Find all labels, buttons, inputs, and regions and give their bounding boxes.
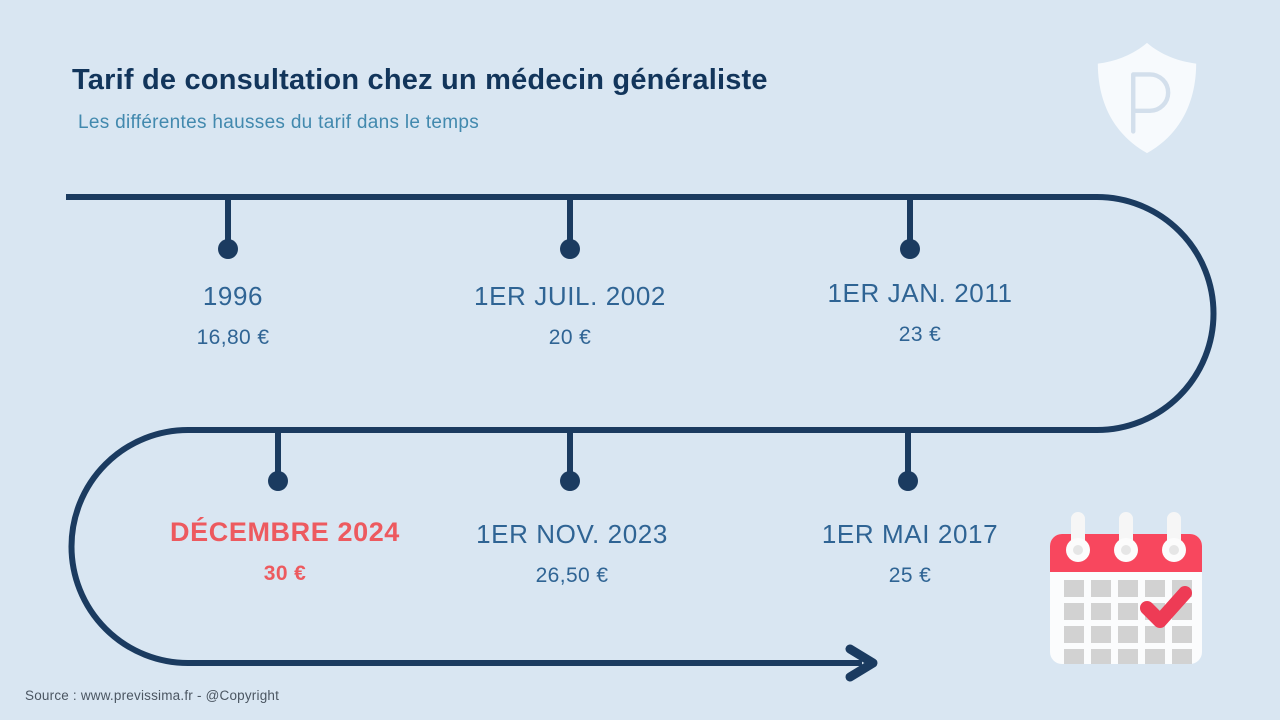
event-2002: 1ER JUIL. 2002 20 € — [400, 281, 740, 350]
logo-letter-p — [1131, 72, 1171, 134]
event-date: 1ER JAN. 2011 — [827, 278, 1013, 308]
timeline-dot — [560, 471, 580, 491]
timeline-dot — [560, 239, 580, 259]
event-date: DÉCEMBRE 2024 — [170, 517, 400, 547]
timeline-dot — [898, 471, 918, 491]
arrow-icon — [845, 644, 878, 682]
event-date: 1ER MAI 2017 — [821, 519, 999, 549]
event-price: 20 € — [548, 326, 592, 349]
timeline-dots-bottom — [268, 471, 918, 491]
page-title: Tarif de consultation chez un médecin gé… — [72, 64, 768, 96]
event-price: 30 € — [263, 562, 307, 585]
event-price: 23 € — [898, 323, 942, 346]
timeline-path — [66, 194, 1217, 666]
calendar-rings — [1066, 512, 1186, 562]
event-2023: 1ER NOV. 2023 26,50 € — [402, 519, 742, 588]
event-price: 25 € — [888, 564, 932, 587]
timeline-ticks-top — [225, 197, 913, 240]
event-price: 26,50 € — [535, 564, 609, 587]
event-2011: 1ER JAN. 2011 23 € — [750, 278, 1090, 347]
timeline-dots-top — [218, 239, 920, 259]
timeline-dot — [900, 239, 920, 259]
event-2024: DÉCEMBRE 2024 30 € — [115, 517, 455, 586]
shield-shape — [1097, 42, 1197, 154]
ring-hole — [1121, 545, 1131, 555]
ring-hole — [1169, 545, 1179, 555]
event-1996: 1996 16,80 € — [63, 281, 403, 350]
source-credit: Source : www.previssima.fr - @Copyright — [25, 688, 280, 703]
timeline-dot — [268, 471, 288, 491]
event-price: 16,80 € — [196, 326, 270, 349]
event-date: 1ER NOV. 2023 — [476, 519, 668, 549]
timeline-ticks-bottom — [275, 430, 911, 472]
check-icon — [1140, 586, 1192, 628]
calendar-icon — [1050, 512, 1202, 664]
ring-hole — [1073, 545, 1083, 555]
event-2017: 1ER MAI 2017 25 € — [740, 519, 1080, 588]
shield-logo-icon — [1097, 42, 1197, 154]
timeline-dot — [218, 239, 238, 259]
event-date: 1996 — [202, 281, 264, 311]
page-subtitle: Les différentes hausses du tarif dans le… — [78, 112, 480, 133]
calendar-grid — [1064, 580, 1192, 664]
event-date: 1ER JUIL. 2002 — [474, 281, 666, 311]
